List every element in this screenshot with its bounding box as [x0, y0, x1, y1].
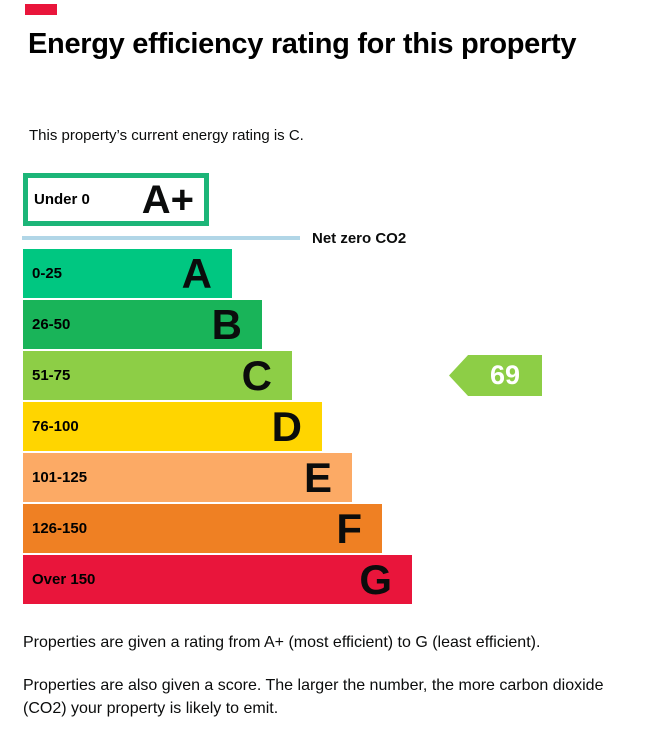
page-title: Energy efficiency rating for this proper…	[28, 28, 577, 60]
band-a-range-label: 0-25	[32, 265, 63, 282]
net-zero-line	[22, 236, 300, 240]
band-d-letter: D	[271, 402, 302, 450]
current-score-value: 69	[489, 360, 521, 390]
net-zero-label: Net zero CO2	[312, 230, 407, 247]
band-a-plus-letter: A+	[141, 177, 194, 222]
band-a: 0-25 A	[23, 249, 232, 298]
red-marker	[25, 4, 57, 15]
score-explanation-text: Properties are also given a score. The l…	[23, 677, 604, 717]
band-b-letter: B	[211, 300, 242, 348]
band-d-range-label: 76-100	[32, 418, 79, 435]
band-c-letter: C	[241, 351, 272, 399]
band-e: 101-125 E	[23, 453, 352, 502]
band-a-letter: A	[181, 249, 212, 297]
band-f-letter: F	[336, 504, 362, 552]
band-d: 76-100 D	[23, 402, 322, 451]
band-e-letter: E	[303, 453, 332, 501]
band-e-range-label: 101-125	[32, 469, 88, 486]
rating-explanation-text: Properties are given a rating from A+ (m…	[23, 634, 541, 651]
band-a-plus: Under 0 A+	[23, 173, 209, 226]
current-score-pointer: 69	[449, 355, 542, 396]
band-a-plus-range-label: Under 0	[34, 191, 90, 208]
band-g-letter: G	[359, 555, 392, 603]
band-b-range-label: 26-50	[32, 316, 71, 333]
current-rating-summary: This property’s current energy rating is…	[29, 127, 304, 144]
band-f-range-label: 126-150	[32, 520, 88, 537]
band-b: 26-50 B	[23, 300, 262, 349]
band-c-range-label: 51-75	[32, 367, 71, 384]
band-g-range-label: Over 150	[32, 571, 96, 588]
band-f: 126-150 F	[23, 504, 382, 553]
band-g: Over 150 G	[23, 555, 412, 604]
band-c: 51-75 C	[23, 351, 292, 400]
